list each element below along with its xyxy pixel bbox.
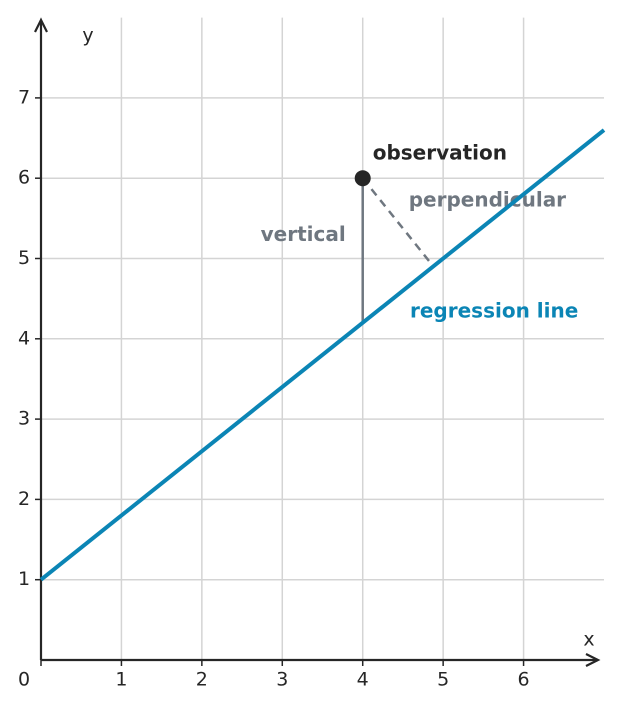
y-tick-label: 6 bbox=[18, 167, 30, 189]
x-tick-label: 3 bbox=[276, 669, 288, 691]
observation-point bbox=[354, 170, 371, 187]
grid bbox=[40, 17, 604, 660]
y-tick-label: 7 bbox=[18, 86, 30, 108]
series-label: observation bbox=[373, 141, 507, 165]
y-axis-arrow bbox=[34, 17, 48, 33]
y-tick-label: 4 bbox=[18, 327, 30, 349]
y-tick-label: 3 bbox=[18, 408, 30, 430]
annotation-segment bbox=[361, 177, 435, 268]
x-tick-label: 0 bbox=[18, 669, 30, 691]
regression-line bbox=[39, 128, 606, 582]
series-label: regression line bbox=[410, 299, 578, 323]
y-tick-label: 5 bbox=[18, 247, 30, 269]
y-axis-label: y bbox=[82, 25, 93, 47]
x-tick-label: 4 bbox=[357, 669, 369, 691]
x-tick-label: 6 bbox=[518, 669, 530, 691]
x-axis-arrow bbox=[585, 653, 601, 667]
x-tick-label: 5 bbox=[437, 669, 449, 691]
x-tick-label: 2 bbox=[196, 669, 208, 691]
x-axis-label: x bbox=[583, 629, 594, 651]
x-tick-label: 1 bbox=[115, 669, 127, 691]
annotation-label: perpendicular bbox=[409, 188, 566, 212]
annotation-label: vertical bbox=[261, 222, 346, 246]
y-tick-label: 1 bbox=[18, 568, 30, 590]
y-tick-label: 2 bbox=[18, 488, 30, 510]
